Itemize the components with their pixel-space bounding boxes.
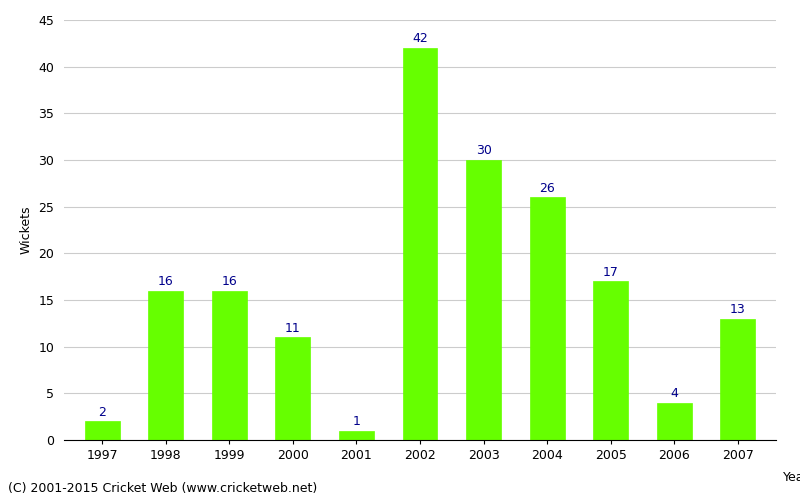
Text: 13: 13 (730, 303, 746, 316)
Bar (530, 198, 565, 440)
Text: 4: 4 (670, 387, 678, 400)
Bar (657, 402, 692, 440)
Bar (148, 290, 183, 440)
Text: Year: Year (783, 470, 800, 484)
Bar (275, 338, 310, 440)
Text: (C) 2001-2015 Cricket Web (www.cricketweb.net): (C) 2001-2015 Cricket Web (www.cricketwe… (8, 482, 318, 495)
Text: 11: 11 (285, 322, 301, 334)
Bar (212, 290, 246, 440)
Text: 30: 30 (476, 144, 491, 157)
Text: 1: 1 (353, 415, 360, 428)
Text: 16: 16 (222, 275, 237, 288)
Text: 17: 17 (602, 266, 618, 278)
Text: 42: 42 (412, 32, 428, 45)
Text: 16: 16 (158, 275, 174, 288)
Bar (594, 282, 628, 440)
Bar (720, 318, 755, 440)
Bar (466, 160, 501, 440)
Bar (339, 430, 374, 440)
Bar (402, 48, 438, 440)
Text: 26: 26 (539, 182, 555, 194)
Text: 2: 2 (98, 406, 106, 418)
Y-axis label: Wickets: Wickets (20, 206, 33, 254)
Bar (85, 422, 120, 440)
